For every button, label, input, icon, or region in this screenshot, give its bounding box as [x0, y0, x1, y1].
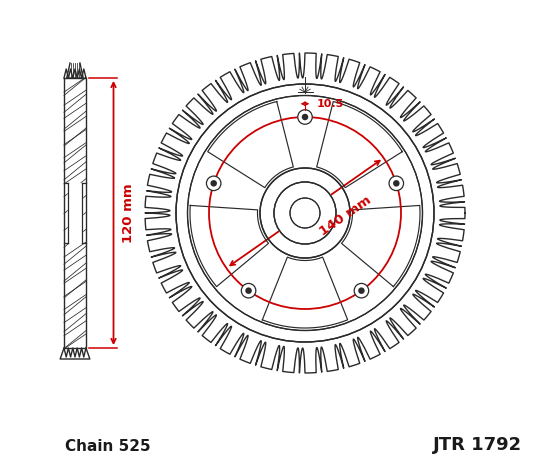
Text: 120 mm: 120 mm	[123, 183, 136, 243]
Polygon shape	[262, 257, 348, 328]
Polygon shape	[316, 102, 402, 188]
Circle shape	[176, 84, 434, 342]
Circle shape	[245, 287, 252, 294]
Circle shape	[211, 180, 217, 187]
Text: Chain 525: Chain 525	[65, 439, 151, 454]
Text: 140 mm: 140 mm	[318, 193, 374, 238]
Circle shape	[302, 114, 308, 120]
Text: 10.5: 10.5	[316, 99, 343, 109]
Circle shape	[389, 176, 404, 190]
Polygon shape	[60, 348, 90, 359]
Polygon shape	[68, 183, 82, 243]
Polygon shape	[67, 63, 83, 78]
Polygon shape	[342, 205, 420, 286]
Polygon shape	[145, 53, 465, 373]
Circle shape	[393, 180, 400, 187]
Text: JTR 1792: JTR 1792	[433, 436, 522, 454]
Polygon shape	[64, 78, 86, 348]
Circle shape	[298, 110, 312, 124]
Circle shape	[274, 182, 336, 244]
Polygon shape	[208, 102, 293, 188]
Polygon shape	[190, 205, 268, 286]
Circle shape	[354, 284, 368, 298]
Circle shape	[358, 287, 365, 294]
Circle shape	[241, 284, 256, 298]
Circle shape	[207, 176, 221, 190]
